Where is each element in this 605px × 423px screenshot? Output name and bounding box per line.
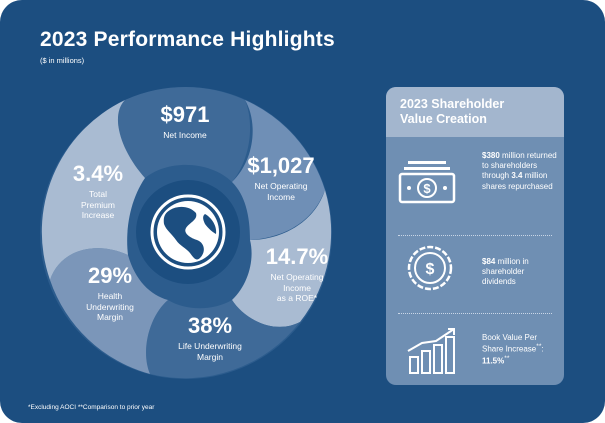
- book-value-text-b: :: [541, 344, 544, 354]
- globe-icon: [157, 201, 219, 263]
- net-operating-income-value: $1,027: [247, 153, 315, 178]
- segment-net-income: [117, 86, 251, 182]
- svg-text:$: $: [423, 181, 431, 196]
- premium-value: 3.4%: [72, 161, 124, 186]
- dollar-coin-icon: $: [407, 245, 453, 291]
- repurchase-text-b: million shares repurchased: [482, 171, 553, 191]
- panel-header: 2023 Shareholder Value Creation: [386, 87, 564, 137]
- share-repurchase-text: $380 million returned to shareholders th…: [482, 151, 558, 192]
- life-label-line: Life Underwriting: [178, 341, 242, 351]
- panel-title-line: Value Creation: [400, 112, 487, 126]
- life-value: 38%: [187, 313, 233, 338]
- premium-label-line: Total: [89, 189, 107, 199]
- net-income-value: $971: [160, 102, 210, 127]
- segment-life: [146, 300, 300, 379]
- page-title: 2023 Performance Highlights: [40, 28, 335, 51]
- segment-roe: [232, 190, 332, 327]
- segment-net-operating-income-text: $1,027 Net Operating Income: [236, 155, 326, 202]
- panel-divider: [398, 313, 552, 314]
- segment-net-operating-income: [232, 100, 325, 240]
- bar-growth-icon: [407, 328, 455, 374]
- panel-title: 2023 Shareholder Value Creation: [400, 97, 504, 127]
- book-value-marker: **: [536, 343, 542, 351]
- svg-text:$: $: [426, 261, 435, 278]
- segment-net-income-text: $971 Net Income: [140, 104, 230, 141]
- segment-premium-text: 3.4% Total Premium Increase: [58, 163, 138, 221]
- book-value-text: Book Value Per Share Increase**: 11.5%**: [482, 333, 560, 367]
- repurchase-amount: $380: [482, 151, 500, 160]
- dollar-bill-icon: $: [398, 161, 456, 204]
- health-label-line: Underwriting: [86, 301, 134, 312]
- roe-value: 14.7%: [265, 244, 329, 269]
- repurchase-shares: 3.4: [511, 171, 523, 181]
- segment-roe-text: 14.7% Net Operating Income as a ROE*: [252, 246, 342, 304]
- book-value-text-a: Book Value Per Share Increase: [482, 333, 537, 354]
- shareholder-panel: 2023 Shareholder Value Creation $ $380 m…: [386, 87, 564, 385]
- wheel-center-inner-ring: [150, 194, 226, 270]
- health-value: 29%: [87, 263, 133, 288]
- net-income-label: Net Income: [163, 130, 207, 140]
- roe-label-line: as a ROE*: [276, 293, 318, 304]
- segment-health: [50, 248, 168, 374]
- book-value-percent: 11.5%: [482, 356, 505, 366]
- segment-premium: [41, 100, 146, 280]
- repurchase-text-a: million returned to shareholders through: [482, 151, 557, 181]
- health-label-line: Health: [97, 291, 123, 301]
- dividends-amount: $84: [482, 257, 496, 266]
- roe-label-line: Income: [283, 282, 311, 293]
- book-value-marker-after: **: [504, 355, 510, 363]
- roe-label-line: Net Operating: [270, 272, 324, 282]
- page-subtitle: ($ in millions): [40, 56, 85, 65]
- panel-divider: [398, 235, 552, 236]
- dividends-text: $84 million in shareholder dividends: [482, 257, 558, 288]
- premium-label-line: Premium: [80, 199, 115, 210]
- health-label-line: Margin: [97, 312, 123, 323]
- panel-title-line: 2023 Shareholder: [400, 97, 505, 111]
- dividends-text-a: million in shareholder dividends: [482, 257, 529, 287]
- segment-health-text: 29% Health Underwriting Margin: [66, 265, 154, 323]
- premium-label-line: Increase: [81, 210, 115, 221]
- net-operating-income-label-line: Net Operating: [254, 181, 308, 191]
- life-label-line: Margin: [197, 351, 223, 362]
- footnote: *Excluding AOCI **Comparison to prior ye…: [28, 404, 155, 411]
- net-operating-income-label-line: Income: [267, 191, 295, 202]
- segment-life-text: 38% Life Underwriting Margin: [160, 315, 260, 362]
